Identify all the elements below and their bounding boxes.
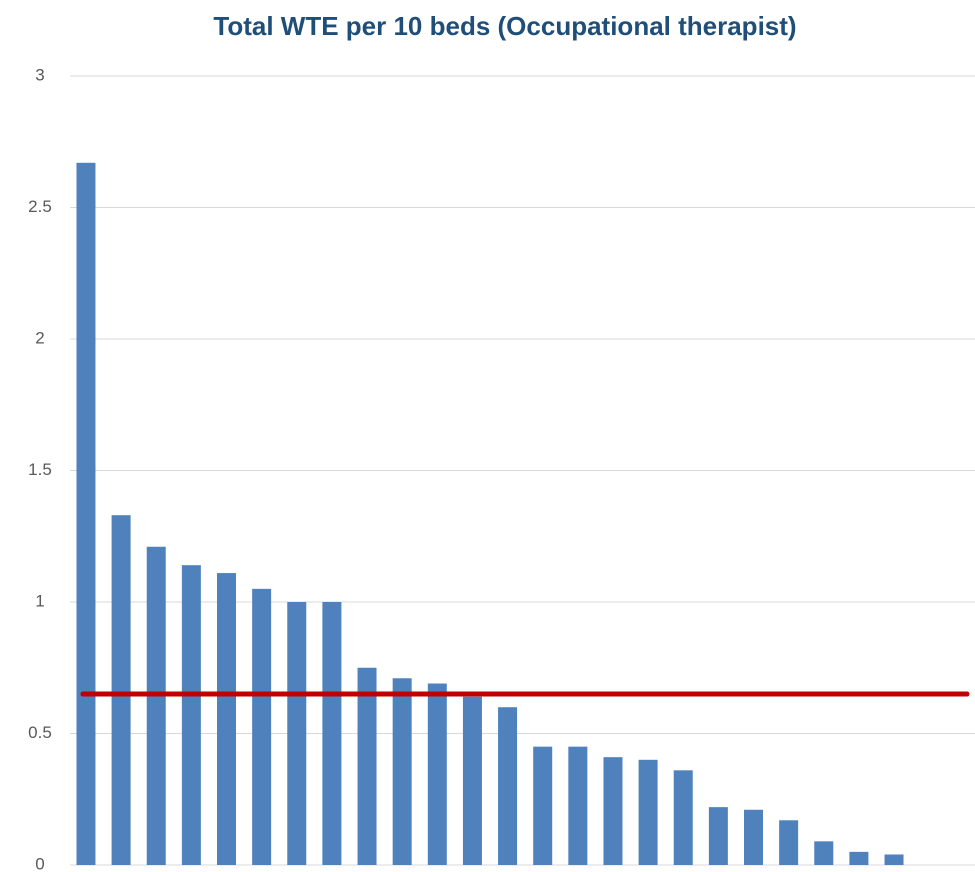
bar bbox=[779, 820, 799, 865]
y-tick-label: 3 bbox=[35, 65, 44, 84]
bar bbox=[146, 546, 166, 865]
bar bbox=[427, 683, 447, 865]
bar bbox=[638, 759, 658, 865]
bar bbox=[708, 807, 728, 865]
bar bbox=[322, 602, 342, 865]
bar bbox=[252, 588, 272, 865]
y-tick-label: 2 bbox=[35, 328, 44, 347]
chart-title: Total WTE per 10 beds (Occupational ther… bbox=[213, 11, 796, 41]
bar bbox=[884, 854, 904, 865]
bar bbox=[76, 162, 96, 866]
y-tick-label: 0.5 bbox=[28, 723, 52, 742]
bar bbox=[849, 851, 869, 865]
y-tick-label: 1.5 bbox=[28, 460, 52, 479]
bar bbox=[181, 565, 201, 865]
bar bbox=[498, 707, 518, 865]
bar bbox=[533, 746, 553, 865]
bar bbox=[392, 678, 412, 865]
bar bbox=[673, 770, 693, 865]
bar bbox=[287, 602, 307, 865]
bar bbox=[744, 809, 763, 865]
bar bbox=[568, 746, 588, 865]
bar bbox=[111, 515, 131, 865]
y-tick-label: 0 bbox=[35, 854, 44, 872]
bar bbox=[357, 667, 377, 865]
bar bbox=[462, 696, 482, 865]
y-tick-label: 1 bbox=[35, 591, 44, 610]
bar bbox=[217, 573, 236, 865]
bar bbox=[814, 841, 834, 865]
bar bbox=[603, 757, 623, 865]
y-tick-label: 2.5 bbox=[28, 197, 52, 216]
